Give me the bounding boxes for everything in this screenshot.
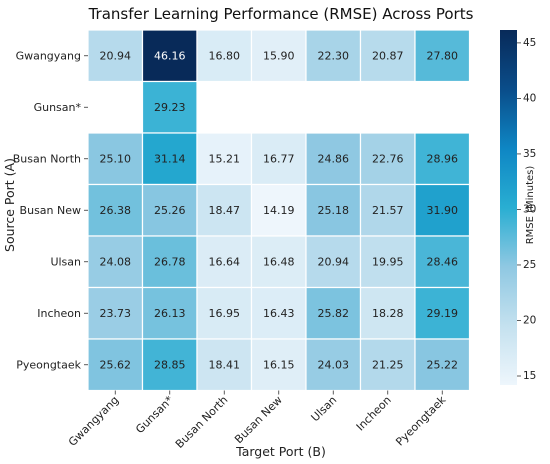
cell-value-label: 16.80 [209,49,241,62]
cell-value-label: 25.10 [100,152,132,165]
cell-value-label: 20.94 [100,49,132,62]
cell-value-label: 31.14 [154,152,186,165]
cell-value-label: 25.62 [100,358,132,371]
colorbar-label: RMSE (Minutes) [525,166,536,245]
y-tick-label: Pyeongtaek [16,358,81,371]
cell-value-label: 25.18 [318,204,350,217]
cell-value-label: 14.19 [263,204,295,217]
cell-value-label: 29.19 [427,307,459,320]
cell-value-label: 26.38 [100,204,132,217]
cell-value-label: 24.03 [318,358,350,371]
colorbar-gradient [500,30,517,385]
cell-value-label: 21.57 [372,204,404,217]
heatmap-cells: 20.94 46.16 16.80 15.90 22.30 20.87 27.80 29.23… [88,30,470,391]
cell-value-label: 21.25 [372,358,404,371]
cell-value-label: 46.16 [154,49,186,62]
cell-value-label: 29.23 [154,101,186,114]
colorbar-tick-label: 35 [523,148,536,160]
cell-value-label: 18.28 [372,307,404,320]
x-axis-ticks: Gwangyang Gunsan*Busan North Busan New Ulsa… [66,391,449,451]
cell-value-label: 16.95 [209,307,241,320]
colorbar-tick-label: 45 [523,37,536,49]
cell-value-label: 25.22 [427,358,459,371]
cell-value-label: 15.21 [209,152,241,165]
x-tick-label: Busan North [173,393,230,450]
cell-value-label: 24.08 [100,255,132,268]
y-tick-label: Busan North [13,152,81,165]
cell-value-label: 16.15 [263,358,295,371]
colorbar-tick-label: 20 [523,314,536,326]
cell-value-label: 16.77 [263,152,295,165]
cell-value-label: 20.94 [318,255,350,268]
x-axis-label: Target Port (B) [235,444,326,459]
x-tick-label: Incheon [354,393,394,433]
x-tick-label: Gwangyang [66,393,121,448]
cell-value-label: 23.73 [100,307,132,320]
y-axis-ticks: Gwangyang Gunsan* Busan North Busan New Ulsa… [13,49,88,371]
y-tick-label: Gwangyang [16,49,81,62]
cell-value-label: 22.30 [318,49,350,62]
x-tick-label: Busan New [232,393,285,446]
cell-value-label: 28.46 [427,255,459,268]
colorbar-tick-label: 15 [523,370,536,382]
cell-value-label: 26.78 [154,255,186,268]
y-tick-label: Gunsan* [34,101,82,114]
cell-value-label: 19.95 [372,255,404,268]
cell-value-label: 22.76 [372,152,404,165]
cell-value-label: 31.90 [427,204,459,217]
cell-value-label: 16.64 [209,255,241,268]
cell-value-label: 26.13 [154,307,186,320]
x-tick-label: Pyeongtaek [393,393,448,448]
cell-value-label: 28.85 [154,358,186,371]
cell-value-label: 25.82 [318,307,350,320]
cell-value-label: 24.86 [318,152,350,165]
cell-value-label: 15.90 [263,49,295,62]
x-tick-label: Ulsan [309,393,340,424]
cell-value-label: 28.96 [427,152,459,165]
colorbar-tick-label: 40 [523,92,536,104]
x-tick-label: Gunsan* [133,393,176,436]
cell-value-label: 27.80 [427,49,459,62]
cell-value-label: 18.41 [209,358,241,371]
y-tick-label: Ulsan [50,255,81,268]
chart-title: Transfer Learning Performance (RMSE) Acr… [88,5,474,23]
cell-value-label: 16.48 [263,255,295,268]
cell-value-label: 25.26 [154,204,186,217]
cell-value-label: 18.47 [209,204,241,217]
y-axis-label: Source Port (A) [2,158,17,252]
colorbar-tick-label: 25 [523,259,536,271]
cell-value-label: 20.87 [372,49,404,62]
y-tick-label: Busan New [20,204,81,217]
y-tick-label: Incheon [37,307,81,320]
cell-value-label: 16.43 [263,307,295,320]
